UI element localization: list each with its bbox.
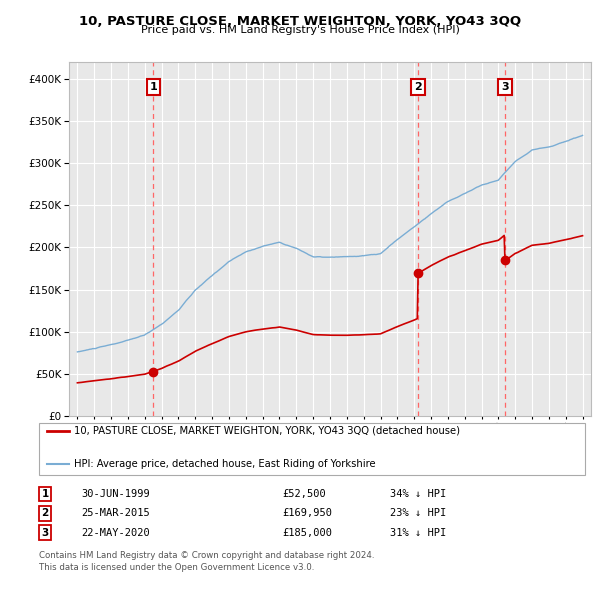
Text: HPI: Average price, detached house, East Riding of Yorkshire: HPI: Average price, detached house, East… [74, 460, 376, 469]
Text: 2: 2 [41, 509, 49, 518]
Text: 10, PASTURE CLOSE, MARKET WEIGHTON, YORK, YO43 3QQ (detached house): 10, PASTURE CLOSE, MARKET WEIGHTON, YORK… [74, 426, 460, 435]
Text: Price paid vs. HM Land Registry's House Price Index (HPI): Price paid vs. HM Land Registry's House … [140, 25, 460, 35]
Text: 3: 3 [41, 528, 49, 537]
Text: 1: 1 [41, 489, 49, 499]
Text: 22-MAY-2020: 22-MAY-2020 [81, 528, 150, 537]
Text: £185,000: £185,000 [282, 528, 332, 537]
Text: 1: 1 [149, 82, 157, 92]
Text: 25-MAR-2015: 25-MAR-2015 [81, 509, 150, 518]
Text: 30-JUN-1999: 30-JUN-1999 [81, 489, 150, 499]
Text: Contains HM Land Registry data © Crown copyright and database right 2024.: Contains HM Land Registry data © Crown c… [39, 551, 374, 560]
Text: 23% ↓ HPI: 23% ↓ HPI [390, 509, 446, 518]
Text: 34% ↓ HPI: 34% ↓ HPI [390, 489, 446, 499]
Text: £169,950: £169,950 [282, 509, 332, 518]
Text: 2: 2 [414, 82, 422, 92]
Text: £52,500: £52,500 [282, 489, 326, 499]
Text: 3: 3 [501, 82, 509, 92]
Text: 31% ↓ HPI: 31% ↓ HPI [390, 528, 446, 537]
Text: This data is licensed under the Open Government Licence v3.0.: This data is licensed under the Open Gov… [39, 563, 314, 572]
Text: 10, PASTURE CLOSE, MARKET WEIGHTON, YORK, YO43 3QQ: 10, PASTURE CLOSE, MARKET WEIGHTON, YORK… [79, 15, 521, 28]
